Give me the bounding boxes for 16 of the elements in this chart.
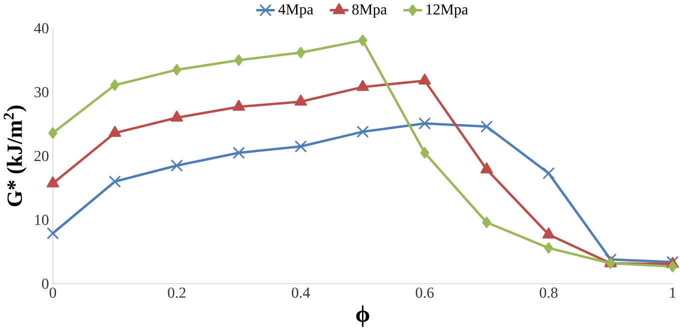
y-tick-label: 30 <box>34 87 48 98</box>
legend-label: 4Mpa <box>278 4 314 18</box>
y-tick-label: 20 <box>34 151 48 162</box>
y-tick-label: 40 <box>34 23 48 34</box>
x-tick-label: 0.8 <box>540 288 558 298</box>
legend-label: 8Mpa <box>352 4 387 18</box>
x-tick-label: 0.6 <box>416 288 434 298</box>
x-axis-title: ϕ <box>356 306 370 328</box>
x-tick-label: 1 <box>670 288 676 298</box>
y-tick-label: 0 <box>42 278 48 290</box>
x-tick-label: 0.4 <box>292 288 310 298</box>
legend-label: 12Mpa <box>426 4 468 18</box>
y-tick-label: 10 <box>35 214 48 226</box>
x-tick-label: 0.2 <box>168 288 186 298</box>
y-axis-title: G* (kJ/m$^{2}$) <box>4 106 26 206</box>
x-tick-label: 0 <box>50 288 56 298</box>
